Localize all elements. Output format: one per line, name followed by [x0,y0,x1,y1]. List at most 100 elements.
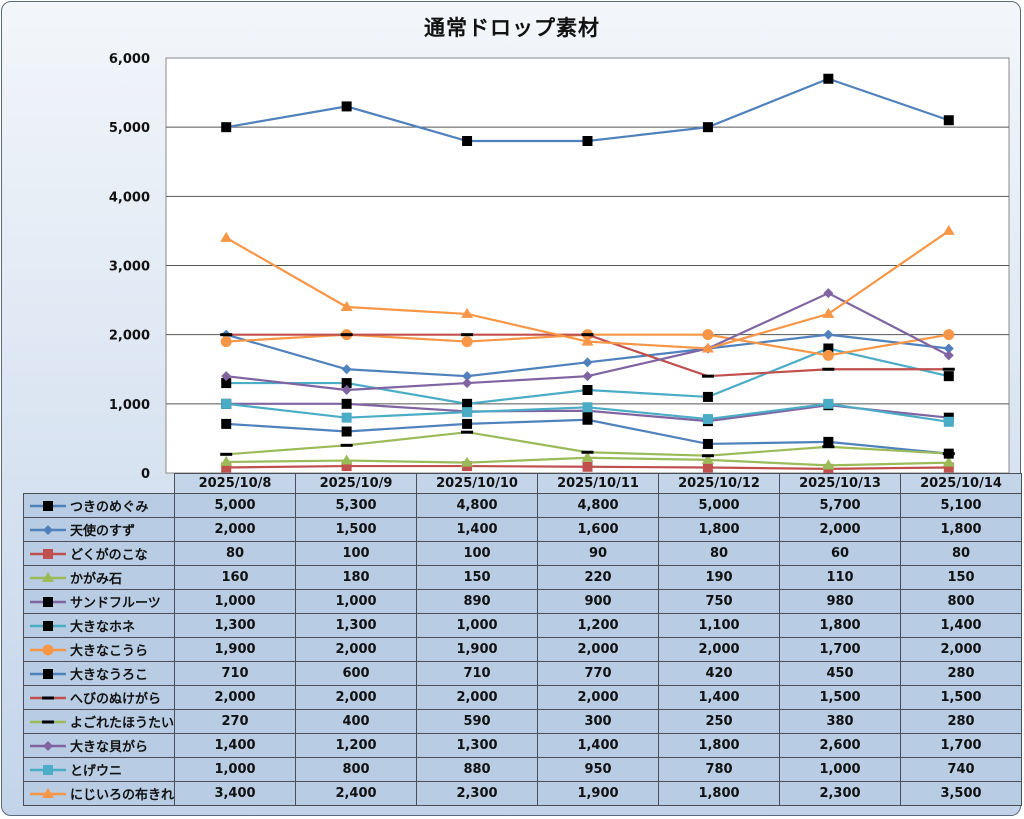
data-label: 1,900 [537,781,660,806]
data-point [701,453,714,464]
data-label: 980 [779,589,902,614]
data-point [340,454,353,465]
data-label: 2,600 [779,733,902,758]
data-label: 150 [900,565,1023,590]
y-tick-label: 4,000 [109,190,150,205]
table-row: 大きなうろこ 710 600 710 770 420 450 280 [22,661,1023,686]
data-label: 5,700 [779,493,902,518]
data-label: 750 [658,589,781,614]
data-label: 1,200 [537,613,660,638]
x-tick-label: 2025/10/11 [537,473,660,494]
data-label: 280 [900,661,1023,686]
legend-entry: へびのぬけがら [22,685,176,710]
data-point [341,426,352,437]
data-point [943,115,954,126]
data-point [942,456,955,467]
data-point [701,454,714,458]
legend-entry: かがみ石 [22,565,176,590]
data-label: 600 [295,661,418,686]
data-point [461,333,474,337]
data-label: 1,000 [779,757,902,782]
data-point [221,378,232,389]
legend-key-icon [30,596,66,607]
legend-key-icon [30,740,66,751]
series-5 [221,343,954,409]
data-label: 1,800 [658,781,781,806]
data-point [823,329,834,340]
data-point [221,122,232,133]
data-point [220,455,233,466]
y-tick-label: 1,000 [109,398,150,413]
series-0 [221,73,954,146]
data-label: 1,000 [174,757,297,782]
data-point [462,136,473,146]
legend-label: かがみ石 [70,572,123,587]
data-label: 1,300 [295,613,418,638]
data-label: 450 [779,661,902,686]
data-label: 60 [779,541,902,566]
legend-entry: よごれたほうたい [22,709,176,734]
data-point [221,462,232,473]
legend-key-icon [30,668,66,679]
data-label: 1,900 [416,637,539,662]
table-row: つきのめぐみ 5,000 5,300 4,800 4,800 5,000 5,700 5,10… [22,493,1023,518]
legend-marker [43,668,53,679]
data-label: 710 [174,661,297,686]
data-label: 2,000 [174,517,297,542]
y-tick-label: 5,000 [109,121,150,136]
data-label: 1,600 [537,517,660,542]
data-label: 180 [295,565,418,590]
data-label: 1,500 [295,517,418,542]
data-point [221,418,232,429]
legend-entry: つきのめぐみ [22,493,176,518]
legend-key-icon [30,696,66,699]
data-label: 280 [900,709,1023,734]
data-point [461,430,474,434]
data-label: 300 [537,709,660,734]
data-label: 1,400 [174,733,297,758]
series-3 [220,451,955,470]
data-label: 80 [174,541,297,566]
data-point [822,349,834,361]
data-label: 2,000 [416,685,539,710]
data-point [701,342,714,353]
data-label: 1,800 [658,517,781,542]
legend-entry: サンドフルーツ [22,589,176,614]
legend-marker [42,696,54,699]
data-point [702,462,713,473]
data-label: 2,300 [416,781,539,806]
data-point [823,398,834,409]
data-label: 2,000 [779,517,902,542]
table-row: にじいろの布きれ 3,400 2,400 2,300 1,900 1,800 2,300 3,… [22,781,1023,806]
data-label: 770 [537,661,660,686]
data-label: 3,500 [900,781,1023,806]
data-point [340,443,353,447]
series-8 [220,333,955,378]
data-label: 2,000 [174,685,297,710]
legend-label: サンドフルーツ [70,596,161,611]
data-point [220,452,233,456]
data-label: 190 [658,565,781,590]
data-point [822,307,835,318]
table-row: 大きな貝がら 1,400 1,200 1,300 1,400 1,800 2,600 1,70… [22,733,1023,758]
data-point [702,329,714,341]
y-tick-label: 3,000 [109,260,150,275]
data-point [582,385,593,395]
data-point [702,438,713,449]
data-label: 1,000 [416,613,539,638]
legend-entry: 大きなうろこ [22,661,176,686]
data-label: 780 [658,757,781,782]
data-point [341,398,352,409]
data-label: 100 [295,541,418,566]
legend-marker [43,596,53,607]
data-label: 4,800 [416,493,539,518]
data-label: 380 [779,709,902,734]
data-point [942,452,955,456]
y-tick-label: 0 [141,467,150,482]
data-label: 590 [416,709,539,734]
data-label: 900 [537,589,660,614]
table-row: 大きなホネ 1,300 1,300 1,000 1,200 1,100 1,800 1,400 [22,613,1023,638]
data-point [461,336,473,348]
data-label: 3,400 [174,781,297,806]
data-label: 1,300 [416,733,539,758]
